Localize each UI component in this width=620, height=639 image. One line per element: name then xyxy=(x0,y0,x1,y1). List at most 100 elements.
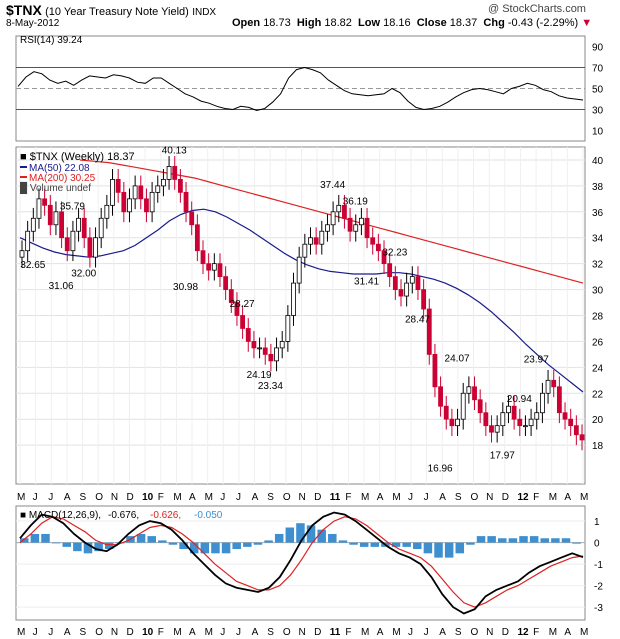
macd-legend-histogram: -0.050 xyxy=(194,510,223,521)
price-candle-body xyxy=(144,198,149,213)
price-x-tick-label: M xyxy=(17,492,25,503)
macd-histogram-bar xyxy=(158,540,167,543)
price-candle-body xyxy=(257,347,262,350)
price-x-tick-label: 12 xyxy=(517,492,529,503)
price-candle-body xyxy=(556,386,562,414)
price-candle-body xyxy=(19,250,25,258)
price-candle-body xyxy=(551,379,557,388)
high-label: High xyxy=(296,17,322,29)
price-candle-body xyxy=(404,282,410,297)
price-x-tick-label: J xyxy=(33,492,38,503)
rsi-tick-label: 70 xyxy=(592,64,604,75)
price-candle-body xyxy=(183,191,189,213)
price-x-tick-label: M xyxy=(205,492,213,503)
price-candle-body xyxy=(223,276,229,290)
macd-legend-value: -0.676, xyxy=(108,510,139,521)
bottom-x-tick-label: F xyxy=(533,627,539,638)
macd-histogram-bar xyxy=(349,542,358,545)
price-annotation: 16.96 xyxy=(428,464,453,475)
macd-histogram-bar xyxy=(30,533,40,543)
ohlc-readout: Open 18.73 High 18.82 Low 18.16 Close 18… xyxy=(232,17,592,29)
bottom-x-tick-label: S xyxy=(80,627,87,638)
price-x-tick-label: S xyxy=(80,492,87,503)
price-candle-body xyxy=(353,224,359,232)
price-tick-label: 28 xyxy=(592,312,604,323)
macd-histogram-bar xyxy=(423,542,433,554)
bottom-x-tick-label: O xyxy=(471,627,479,638)
macd-histogram-bar xyxy=(529,536,539,543)
price-tick-label: 32 xyxy=(592,260,604,271)
bottom-x-tick-label: M xyxy=(549,627,557,638)
price-candle-body xyxy=(234,302,240,316)
price-candle-body xyxy=(392,276,398,290)
price-candle-body xyxy=(217,263,223,278)
bottom-x-tick-label: 11 xyxy=(330,627,341,638)
price-candle-body xyxy=(206,263,212,271)
macd-histogram-bar xyxy=(264,540,273,543)
macd-histogram-bar xyxy=(62,542,71,547)
price-annotation: 23.34 xyxy=(258,381,283,392)
price-candle-body xyxy=(166,166,172,180)
macd-histogram-bar xyxy=(221,542,231,554)
macd-histogram-bar xyxy=(402,542,411,547)
bottom-x-tick-label: J xyxy=(33,627,38,638)
price-annotation: 37.44 xyxy=(320,180,345,191)
price-x-tick-label: J xyxy=(236,492,241,503)
price-candle-body xyxy=(489,425,494,433)
price-candle-body xyxy=(545,379,551,394)
price-candle-body xyxy=(426,308,432,355)
price-candle-body xyxy=(432,353,438,388)
price-annotation: 36.19 xyxy=(343,196,368,207)
macd-histogram-bar xyxy=(211,542,220,554)
macd-histogram-bar xyxy=(243,542,252,547)
price-candle-body xyxy=(506,405,511,414)
macd-histogram-bar xyxy=(413,542,422,550)
price-annotation: 23.97 xyxy=(524,355,549,366)
price-candle-body xyxy=(42,198,48,206)
price-candle-body xyxy=(211,263,217,271)
macd-histogram-bar xyxy=(328,533,337,543)
rsi-tick-label: 50 xyxy=(592,85,604,96)
bottom-x-tick-label: F xyxy=(158,627,164,638)
macd-histogram-bar xyxy=(306,525,316,543)
chart-title: $TNX (10 Year Treasury Note Yield) INDX xyxy=(6,2,216,18)
price-candle-body xyxy=(438,386,443,407)
rsi-tick-label: 10 xyxy=(592,127,604,138)
price-candle-body xyxy=(528,418,534,427)
price-x-tick-label: J xyxy=(424,492,429,503)
price-candle-body xyxy=(87,237,93,258)
macd-histogram-bar xyxy=(561,538,571,543)
price-annotation: 20.94 xyxy=(507,394,532,405)
price-candle-body xyxy=(381,250,387,265)
price-x-tick-label: A xyxy=(377,492,384,503)
macd-histogram-bar xyxy=(338,540,348,543)
macd-histogram-bar xyxy=(232,542,241,550)
watermark: @ StockCharts.com xyxy=(488,3,586,15)
price-candle-body xyxy=(110,179,115,206)
price-candle-body xyxy=(472,386,477,401)
bottom-x-tick-label: A xyxy=(189,627,196,638)
price-candle-body xyxy=(477,399,483,414)
price-candle-body xyxy=(466,386,472,394)
price-x-tick-label: D xyxy=(502,492,509,503)
price-candle-body xyxy=(155,185,161,193)
price-candle-body xyxy=(53,211,59,226)
bottom-x-tick-label: D xyxy=(126,627,133,638)
price-x-tick-label: A xyxy=(439,492,446,503)
price-annotation: 31.41 xyxy=(354,276,379,287)
bottom-x-tick-label: M xyxy=(361,627,369,638)
price-annotation: 24.19 xyxy=(247,370,272,381)
price-x-tick-label: O xyxy=(283,492,291,503)
price-x-tick-label: J xyxy=(408,492,413,503)
price-x-tick-label: O xyxy=(95,492,103,503)
price-candle-body xyxy=(358,217,364,226)
macd-histogram-bar xyxy=(274,533,284,543)
macd-tick-label: -3 xyxy=(594,603,603,614)
bottom-x-tick-label: A xyxy=(564,627,571,638)
price-candle-body xyxy=(517,418,523,427)
price-candle-body xyxy=(370,237,376,245)
price-annotation: 32.00 xyxy=(71,269,96,280)
macd-histogram-bar xyxy=(200,542,210,554)
price-candle-body xyxy=(449,418,455,427)
